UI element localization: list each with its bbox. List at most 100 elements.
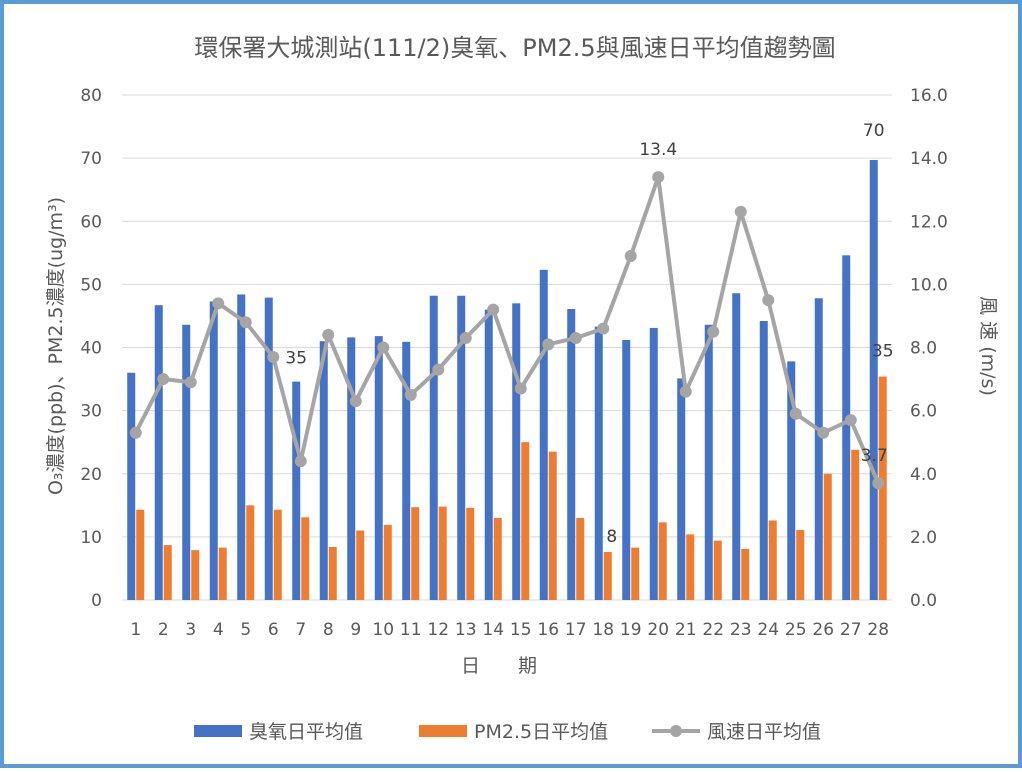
right-tick-label: 0.0 — [910, 591, 937, 611]
wind-speed-point — [157, 373, 170, 386]
ozone-bar — [292, 381, 301, 600]
data-labels: 35 70 8 35 13.4 3.7 — [285, 121, 893, 547]
data-label: 70 — [863, 121, 885, 141]
wind-speed-point — [762, 294, 775, 307]
wind-speed-point — [239, 316, 252, 329]
pm25-bar — [246, 505, 255, 600]
legend-swatch-wind-marker — [670, 725, 682, 737]
pm25-bar — [163, 545, 172, 600]
pm25-bar — [823, 473, 832, 600]
wind-speed-point — [679, 385, 692, 398]
pm25-bar — [631, 547, 640, 600]
legend: 臭氧日平均值 PM2.5日平均值 風速日平均值 — [194, 721, 821, 743]
ozone-bar — [347, 337, 356, 600]
legend-label: 風速日平均值 — [707, 721, 821, 743]
wind-speed-point — [542, 338, 555, 351]
wind-speed-point — [404, 388, 417, 401]
x-tick-label: 8 — [323, 620, 334, 640]
left-axis-ticks: 0 10 20 30 40 50 60 70 80 — [80, 86, 102, 611]
data-label: 13.4 — [639, 140, 677, 160]
x-tick-label: 7 — [295, 620, 306, 640]
wind-speed-point — [267, 350, 280, 363]
ozone-bar — [677, 378, 686, 600]
wind-speed-point — [789, 407, 802, 420]
legend-label: 臭氧日平均值 — [249, 721, 363, 743]
ozone-bar — [649, 327, 658, 600]
wind-speed-point — [624, 249, 637, 262]
ozone-bar — [264, 297, 273, 600]
pm25-bar — [218, 547, 227, 600]
wind-speed-point — [294, 455, 307, 468]
pm25-bar — [741, 548, 750, 600]
ozone-bar — [429, 295, 438, 600]
ozone-bar — [704, 324, 713, 600]
pm25-bar — [191, 550, 200, 600]
pm25-bar — [493, 517, 502, 600]
pm25-bar — [328, 546, 337, 600]
x-tick-label: 21 — [675, 620, 697, 640]
wind-speed-point — [844, 414, 857, 427]
ozone-bar — [127, 372, 136, 600]
pm25-bar — [548, 451, 557, 600]
pm25-bar — [356, 530, 365, 600]
right-axis-ticks: 0.0 2.0 4.0 6.0 8.0 10.0 12.0 14.0 16.0 — [910, 86, 948, 611]
ozone-bar — [374, 336, 383, 600]
x-tick-label: 17 — [565, 620, 587, 640]
left-tick-label: 60 — [80, 212, 102, 232]
wind-speed-point — [817, 426, 830, 439]
pm25-bar — [411, 507, 420, 600]
pm25-bar — [301, 517, 310, 600]
wind-speed-point — [184, 376, 197, 389]
legend-swatch-pm25 — [419, 725, 467, 737]
x-tick-label: 12 — [427, 620, 449, 640]
left-tick-label: 20 — [80, 465, 102, 485]
wind-speed-point — [569, 332, 582, 345]
left-tick-label: 40 — [80, 339, 102, 359]
ozone-bar — [787, 361, 796, 600]
x-tick-label: 28 — [867, 620, 889, 640]
right-tick-label: 2.0 — [910, 528, 937, 548]
wind-speed-point — [707, 325, 720, 338]
x-tick-label: 6 — [268, 620, 279, 640]
right-tick-label: 16.0 — [910, 86, 948, 106]
pm25-bar — [768, 520, 777, 600]
pm25-bar — [713, 540, 722, 600]
x-tick-label: 15 — [510, 620, 532, 640]
ozone-bar — [539, 269, 548, 600]
chart-title: 環保署大城測站(111/2)臭氧、PM2.5與風速日平均值趨勢圖 — [194, 34, 835, 62]
x-tick-label: 4 — [213, 620, 224, 640]
ozone-bar — [759, 320, 768, 600]
pm25-bar — [686, 534, 695, 600]
right-tick-label: 10.0 — [910, 275, 948, 295]
legend-swatch-ozone — [194, 725, 242, 737]
ozone-bar — [814, 298, 823, 600]
left-axis-title: O₃濃度(ppb)、PM2.5濃度(ug/m³) — [45, 197, 67, 495]
pm25-bar — [136, 509, 145, 600]
pm25-bar — [521, 442, 530, 600]
pm25-bar — [603, 552, 612, 600]
data-label: 35 — [285, 349, 307, 369]
pm25-bar — [658, 522, 667, 600]
right-tick-label: 14.0 — [910, 149, 948, 169]
right-axis-title: 風 速 (m/s) — [977, 296, 999, 396]
ozone-bar — [512, 303, 521, 600]
wind-speed-point — [487, 303, 500, 316]
wind-speed-line — [133, 175, 881, 485]
pm25-bar — [878, 376, 887, 600]
ozone-bar — [319, 341, 328, 600]
pm25-bar — [383, 524, 392, 600]
x-tick-label: 14 — [482, 620, 504, 640]
ozone-bar — [484, 309, 493, 600]
ozone-bar — [402, 341, 411, 600]
x-axis-ticks: 1 2 3 4 5 6 7 8 9 10 11 12 13 14 15 16 17 18 19 20 21 22 23 24 2… — [130, 620, 889, 640]
pm25-bar — [273, 509, 282, 600]
right-tick-label: 8.0 — [910, 339, 937, 359]
x-tick-label: 5 — [240, 620, 251, 640]
pm25-bar — [466, 507, 475, 600]
right-tick-label: 6.0 — [910, 402, 937, 422]
left-tick-label: 0 — [91, 591, 102, 611]
chart-canvas: 環保署大城測站(111/2)臭氧、PM2.5與風速日平均值趨勢圖 0102030… — [45, 34, 999, 743]
x-tick-label: 22 — [702, 620, 724, 640]
ozone-bar — [182, 324, 191, 600]
ozone-bar — [732, 293, 741, 600]
